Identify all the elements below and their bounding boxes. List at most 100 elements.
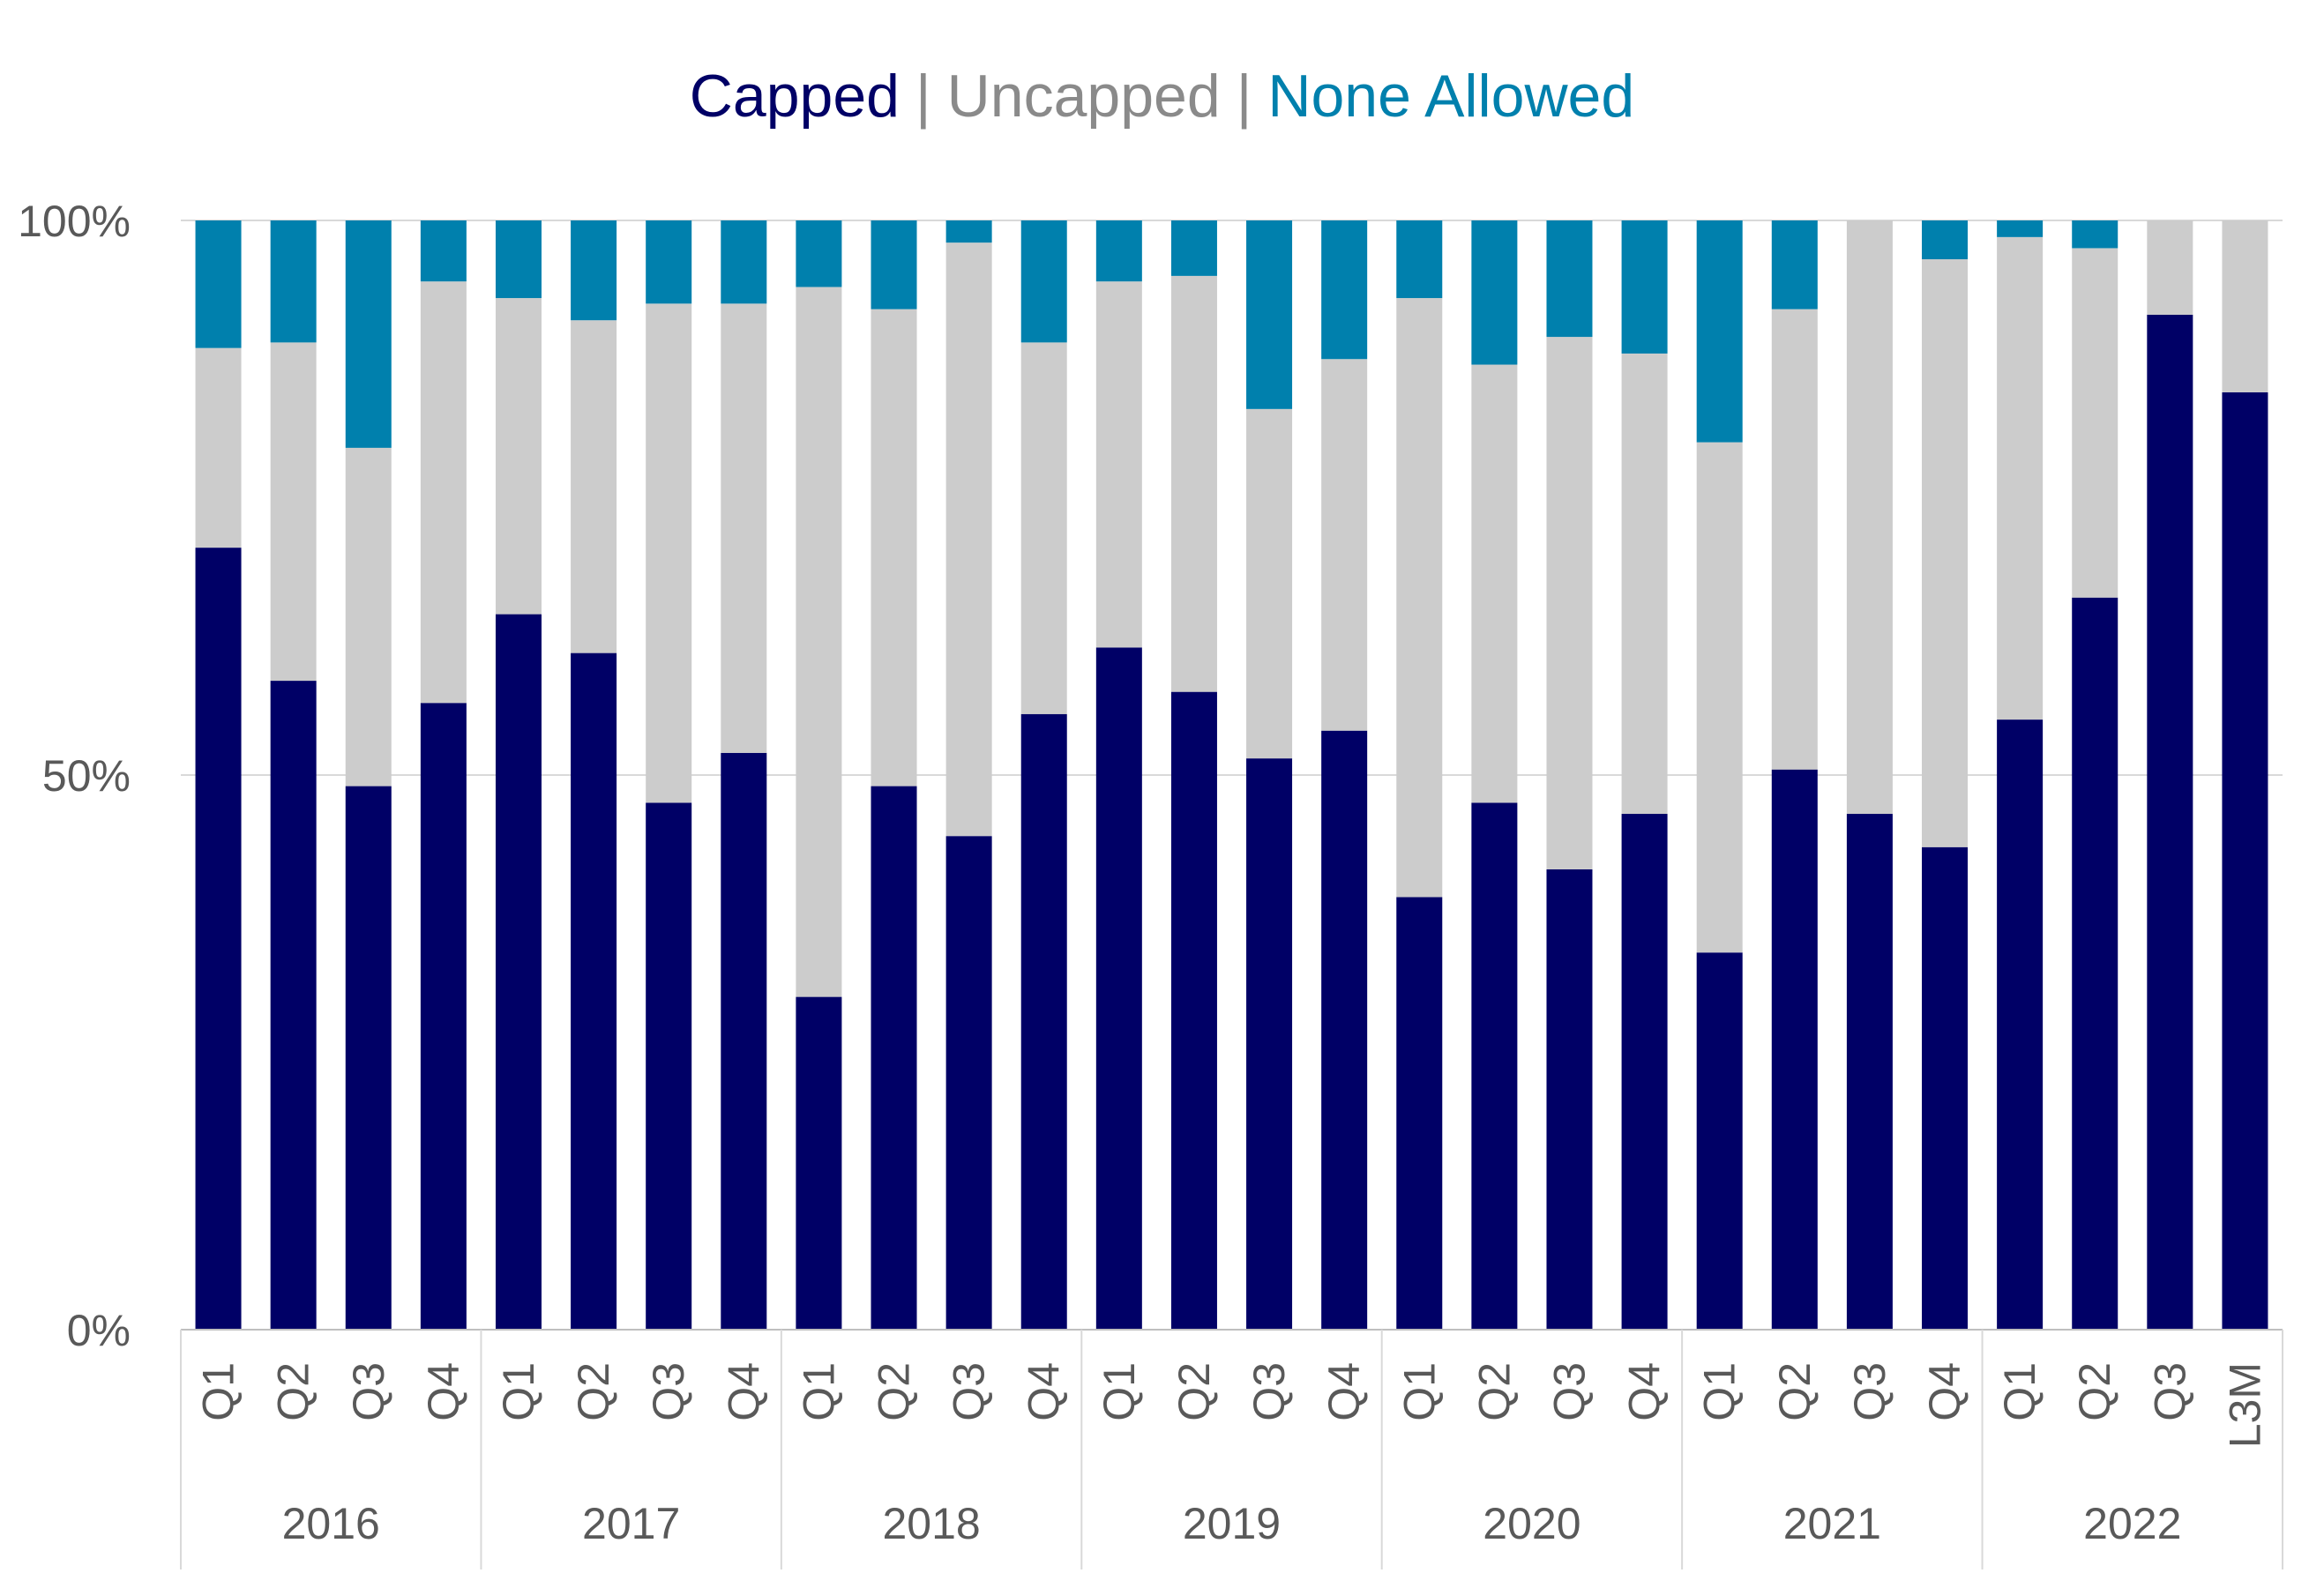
- bar-segment-none-allowed: [1095, 220, 1142, 282]
- bar-segment-uncapped: [945, 242, 992, 837]
- bar-segment-none-allowed: [1771, 220, 1818, 309]
- y-tick-label: 100%: [18, 197, 131, 246]
- bar-segment-capped: [1771, 769, 1818, 1330]
- x-tick-label: Q2: [569, 1362, 618, 1421]
- bar-segment-uncapped: [1020, 342, 1067, 714]
- bar-segment-none-allowed: [195, 220, 242, 348]
- bar-segment-capped: [2222, 391, 2268, 1330]
- legend-separator: |: [915, 63, 931, 130]
- bar-segment-uncapped: [495, 298, 542, 615]
- bar-segment-uncapped: [420, 281, 467, 704]
- bar-segment-none-allowed: [420, 220, 467, 282]
- x-tick-label: L3M: [2220, 1362, 2269, 1448]
- bar-segment-uncapped: [1095, 281, 1142, 648]
- x-tick-label: Q4: [1319, 1362, 1369, 1421]
- bar-segment-uncapped: [1170, 275, 1217, 692]
- bar-segment-none-allowed: [1546, 220, 1593, 338]
- x-tick-label: Q4: [419, 1362, 468, 1421]
- bar-segment-none-allowed: [646, 220, 692, 304]
- x-tick-label: Q4: [1620, 1362, 1670, 1421]
- bar-segment-capped: [1471, 802, 1518, 1330]
- bar-segment-none-allowed: [1471, 220, 1518, 365]
- bars: [195, 220, 2268, 1331]
- x-tick-label: Q2: [1169, 1362, 1219, 1421]
- legend-separator: |: [1236, 63, 1252, 130]
- bar-segment-uncapped: [1922, 259, 1969, 847]
- bar-segment-capped: [1846, 814, 1893, 1330]
- bar-segment-capped: [270, 681, 317, 1330]
- bar-segment-capped: [571, 652, 617, 1330]
- bar-segment-capped: [1997, 719, 2044, 1330]
- x-tick-label: Q1: [494, 1362, 543, 1421]
- bar-segment-capped: [1546, 869, 1593, 1330]
- bar-segment-uncapped: [1321, 359, 1368, 731]
- x-group-label: 2017: [582, 1499, 680, 1548]
- bar-segment-uncapped: [571, 320, 617, 653]
- x-group-label: 2016: [282, 1499, 380, 1548]
- bar-segment-uncapped: [1771, 309, 1818, 770]
- bar-segment-none-allowed: [1020, 220, 1067, 343]
- bar-segment-none-allowed: [270, 220, 317, 343]
- bar-segment-capped: [1396, 897, 1443, 1330]
- bar-segment-capped: [1020, 713, 1067, 1330]
- bar-segment-uncapped: [1396, 298, 1443, 898]
- bar-segment-none-allowed: [871, 220, 917, 309]
- x-tick-label: Q3: [2145, 1362, 2194, 1421]
- bar-segment-uncapped: [1471, 364, 1518, 803]
- bar-segment-capped: [1922, 846, 1969, 1330]
- x-tick-label: Q3: [644, 1362, 693, 1421]
- bar-segment-none-allowed: [1396, 220, 1443, 299]
- bar-segment-uncapped: [721, 303, 767, 753]
- x-tick-label: Q2: [1770, 1362, 1820, 1421]
- bar-segment-capped: [796, 996, 842, 1330]
- x-tick-label: Q4: [1020, 1362, 1069, 1421]
- x-tick-label: Q3: [1544, 1362, 1594, 1421]
- axes: 0% 50% 100% Q1 Q2 Q3 Q4 Q1 Q2 Q3 Q4 Q1 Q2 Q3 Q4 Q1 Q2 Q3 Q…: [18, 197, 2283, 1569]
- bar-segment-none-allowed: [2072, 220, 2119, 249]
- bar-segment-capped: [1170, 691, 1217, 1330]
- bar-segment-uncapped: [2072, 248, 2119, 598]
- bar-segment-uncapped: [1696, 442, 1743, 953]
- bar-segment-capped: [420, 703, 467, 1330]
- bar-segment-none-allowed: [1997, 220, 2044, 237]
- x-group-label: 2018: [882, 1499, 980, 1548]
- bar-segment-none-allowed: [721, 220, 767, 304]
- bar-segment-none-allowed: [1922, 220, 1969, 260]
- x-tick-label: Q3: [344, 1362, 393, 1421]
- bar-segment-capped: [1696, 952, 1743, 1330]
- bar-segment-capped: [1621, 814, 1668, 1330]
- bar-segment-none-allowed: [1170, 220, 1217, 276]
- x-tick-label: Q2: [1469, 1362, 1519, 1421]
- bar-segment-none-allowed: [1621, 220, 1668, 354]
- bar-segment-none-allowed: [345, 220, 392, 448]
- legend-none-allowed: None Allowed: [1267, 63, 1635, 130]
- x-tick-label: Q3: [1244, 1362, 1294, 1421]
- y-tick-label: 0%: [67, 1306, 131, 1355]
- chart-legend: Capped | Uncapped | None Allowed: [0, 62, 2324, 130]
- x-tick-label: Q1: [1695, 1362, 1745, 1421]
- bar-segment-none-allowed: [796, 220, 842, 287]
- x-tick-label: Q1: [1095, 1362, 1144, 1421]
- x-group-label: 2020: [1483, 1499, 1580, 1548]
- bar-segment-none-allowed: [571, 220, 617, 321]
- bar-segment-capped: [345, 786, 392, 1330]
- x-group-label: 2022: [2083, 1499, 2181, 1548]
- bar-segment-capped: [646, 802, 692, 1330]
- x-tick-label: Q1: [1394, 1362, 1444, 1421]
- bar-segment-capped: [1321, 730, 1368, 1330]
- bar-segment-capped: [195, 548, 242, 1330]
- x-tick-label: Q1: [1995, 1362, 2044, 1421]
- bar-segment-none-allowed: [495, 220, 542, 299]
- x-tick-label: Q2: [2070, 1362, 2119, 1421]
- bar-segment-capped: [721, 752, 767, 1330]
- bar-segment-capped: [1095, 647, 1142, 1330]
- x-tick-label: Q4: [719, 1362, 768, 1421]
- bar-segment-uncapped: [270, 342, 317, 682]
- bar-segment-none-allowed: [1321, 220, 1368, 360]
- x-tick-label: Q3: [1845, 1362, 1894, 1421]
- x-tick-label: Q1: [794, 1362, 843, 1421]
- bar-segment-uncapped: [2222, 220, 2268, 392]
- x-tick-label: Q1: [194, 1362, 243, 1421]
- x-tick-label: Q3: [945, 1362, 994, 1421]
